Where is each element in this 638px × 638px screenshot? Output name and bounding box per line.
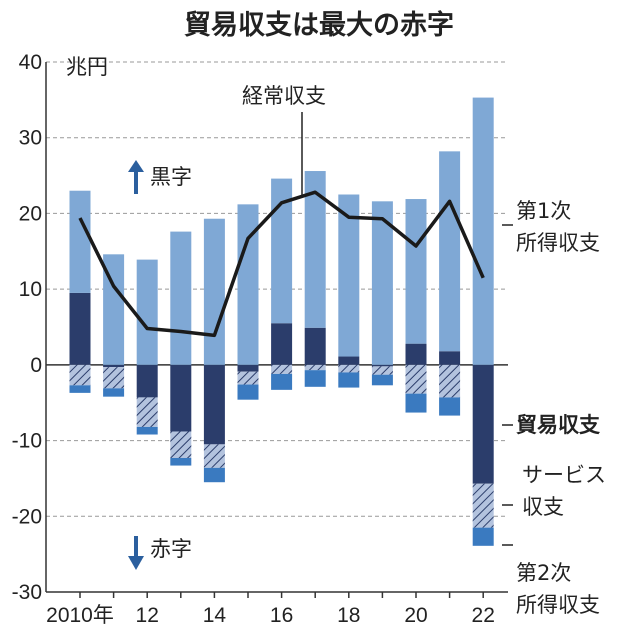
y-axis: 40 30 20 10 0 -10 -20 -30 <box>12 51 508 604</box>
services-bar <box>338 364 360 373</box>
services-bar <box>237 371 259 385</box>
secondary-income-bar <box>136 426 158 435</box>
trade-balance-bar <box>371 364 393 367</box>
trade-balance-bar <box>136 364 158 398</box>
services-label-line1: サービス <box>522 463 606 487</box>
down-arrow-icon <box>128 556 144 570</box>
secondary-income-bar <box>69 385 91 393</box>
trade-balance-bar <box>338 356 360 365</box>
primary-income-bar <box>371 201 393 365</box>
secondary-income-label-line2: 所得収支 <box>516 593 600 617</box>
y-tick-label: -10 <box>12 430 42 453</box>
services-label-line2: 収支 <box>522 495 564 519</box>
services-bar <box>203 444 225 468</box>
y-tick-label: -20 <box>12 505 42 528</box>
secondary-income-bar <box>472 527 494 546</box>
x-tick-label: 2010年 <box>46 604 114 627</box>
trade-balance-bar <box>170 364 192 432</box>
trade-balance-bar <box>203 364 225 445</box>
primary-income-bar <box>472 97 494 365</box>
secondary-income-bar <box>271 373 293 390</box>
secondary-income-bar <box>439 397 461 416</box>
services-bar <box>271 364 293 374</box>
primary-income-bar <box>405 199 427 344</box>
services-bar <box>103 367 125 389</box>
y-tick-label: 30 <box>19 127 42 150</box>
secondary-income-bar <box>405 393 427 413</box>
services-bar <box>472 483 494 528</box>
trade-balance-bar <box>271 323 293 365</box>
services-bar <box>136 397 158 427</box>
secondary-income-bar <box>203 467 225 483</box>
services-bar <box>439 364 461 398</box>
up-arrow-icon <box>128 160 144 172</box>
trade-balance-bar <box>237 364 259 372</box>
x-tick-label: 18 <box>337 604 360 627</box>
trade-balance-bar <box>405 343 427 365</box>
services-bar <box>304 364 326 371</box>
x-tick-label: 12 <box>136 604 159 627</box>
secondary-income-bar <box>170 457 192 466</box>
primary-income-bar <box>103 254 125 365</box>
x-tick-label: 20 <box>404 604 427 627</box>
surplus-label: 黒字 <box>150 165 192 189</box>
trade-balance-bar <box>103 364 125 368</box>
trade-balance-bar <box>472 364 494 484</box>
y-tick-label: 20 <box>19 202 42 225</box>
x-tick-label: 14 <box>203 604 227 627</box>
unit-label: 兆円 <box>66 55 108 79</box>
services-bar <box>170 431 192 458</box>
secondary-income-bar <box>103 388 125 397</box>
primary-income-label-line1: 第1次 <box>516 199 571 223</box>
secondary-income-bar <box>304 370 326 387</box>
y-tick-label: 10 <box>19 278 42 301</box>
trade-balance-bar <box>439 351 461 365</box>
x-tick-label: 16 <box>270 604 293 627</box>
primary-income-bar <box>237 204 259 365</box>
secondary-income-bar <box>237 384 259 400</box>
primary-income-bar <box>338 194 360 357</box>
primary-income-bar <box>69 190 91 293</box>
primary-income-bar <box>203 218 225 365</box>
services-bar <box>69 364 91 386</box>
x-tick-label: 22 <box>472 604 495 627</box>
bars <box>69 97 494 546</box>
chart-title: 貿易収支は最大の赤字 <box>184 9 454 41</box>
primary-income-bar <box>136 259 158 365</box>
primary-income-label-line2: 所得収支 <box>516 231 600 255</box>
primary-income-bar <box>271 178 293 324</box>
y-tick-label: 40 <box>19 51 42 74</box>
primary-income-bar <box>304 171 326 328</box>
y-tick-label: 0 <box>30 354 42 377</box>
secondary-income-bar <box>338 372 360 388</box>
current-account-label: 経常収支 <box>242 84 326 108</box>
services-bar <box>371 366 393 375</box>
deficit-annotation: 赤字 <box>128 536 192 570</box>
trade-balance-bar <box>304 327 326 365</box>
surplus-annotation: 黒字 <box>128 160 192 194</box>
deficit-label: 赤字 <box>150 537 192 561</box>
services-bar <box>405 364 427 394</box>
trade-balance-bar <box>69 292 91 365</box>
y-tick-label: -30 <box>12 581 42 604</box>
x-axis: 2010年 12 14 16 18 20 22 <box>46 592 495 627</box>
primary-income-bar <box>170 231 192 365</box>
primary-income-bar <box>439 151 461 352</box>
secondary-income-bar <box>371 374 393 386</box>
trade-balance-label: 貿易収支 <box>516 413 601 437</box>
current-account-line-group <box>78 190 485 338</box>
secondary-income-label-line1: 第2次 <box>516 561 571 585</box>
